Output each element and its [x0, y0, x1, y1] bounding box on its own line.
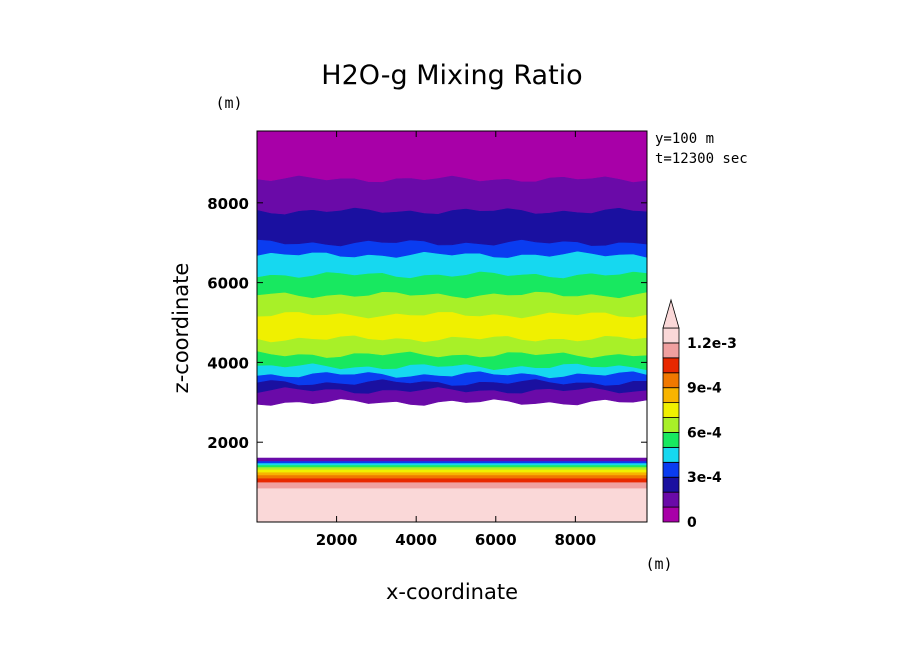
colorbar-swatch-11: [662, 342, 680, 359]
colorbar-swatch-5: [662, 432, 680, 448]
colorbar-swatch-7: [662, 402, 680, 418]
contour-band-4: [257, 471, 647, 476]
contour-band-2: [257, 477, 647, 483]
colorbar-swatch-2: [662, 476, 680, 493]
x-tick-label-1: 4000: [395, 531, 437, 549]
contour-field: [257, 131, 647, 522]
y-axis: 2000 4000 6000 8000: [207, 195, 647, 452]
contour-band-0: [257, 487, 647, 522]
y-unit-label: (m): [215, 94, 242, 112]
contour-band-23: [257, 207, 647, 247]
colorbar-swatch-6: [662, 417, 680, 433]
contour-band-3: [257, 474, 647, 479]
contour-band-10: [257, 457, 647, 462]
x-tick-label-2: 6000: [475, 531, 517, 549]
x-tick-label-0: 2000: [316, 531, 358, 549]
chart-title: H2O-g Mixing Ratio: [321, 60, 582, 91]
y-tick-label-0: 2000: [207, 434, 249, 452]
contour-band-1: [257, 481, 647, 489]
colorbar-swatch-3: [662, 461, 680, 478]
colorbar-swatch-0: [662, 506, 680, 523]
annotation-time: t=12300 sec: [655, 151, 748, 167]
colorbar-extend-arrow: [662, 298, 680, 329]
y-axis-label: z-coordinate: [169, 263, 193, 394]
x-unit-label: (m): [645, 555, 672, 573]
colorbar-swatch-12: [662, 327, 680, 344]
colorbar-swatch-9: [662, 372, 680, 389]
contour-band-5: [257, 469, 647, 473]
y-tick-label-3: 8000: [207, 195, 249, 213]
contour-band-11: [257, 402, 647, 458]
contour-band-25: [257, 131, 647, 183]
x-axis: 2000 4000 6000 8000: [316, 131, 596, 549]
colorbar-swatch-8: [662, 387, 680, 404]
x-tick-label-3: 8000: [554, 531, 596, 549]
x-axis-label: x-coordinate: [386, 580, 518, 604]
colorbar-swatch-10: [662, 357, 680, 374]
y-tick-label-2: 6000: [207, 275, 249, 293]
colorbar-swatch-1: [662, 491, 680, 508]
colorbar-label-0: 0: [687, 515, 697, 531]
contour-band-24: [257, 174, 647, 215]
colorbar: 0 3e-4 6e-4 9e-4 1.2e-3: [662, 298, 737, 531]
colorbar-label-2: 6e-4: [687, 425, 722, 441]
colorbar-label-3: 9e-4: [687, 381, 722, 397]
colorbar-swatch-4: [662, 446, 680, 463]
contour-band-6: [257, 466, 647, 470]
plot-frame: [256, 130, 648, 523]
annotation-y-position: y=100 m: [655, 131, 714, 147]
y-tick-label-1: 4000: [207, 354, 249, 372]
colorbar-label-1: 3e-4: [687, 470, 722, 486]
colorbar-label-4: 1.2e-3: [687, 336, 737, 352]
